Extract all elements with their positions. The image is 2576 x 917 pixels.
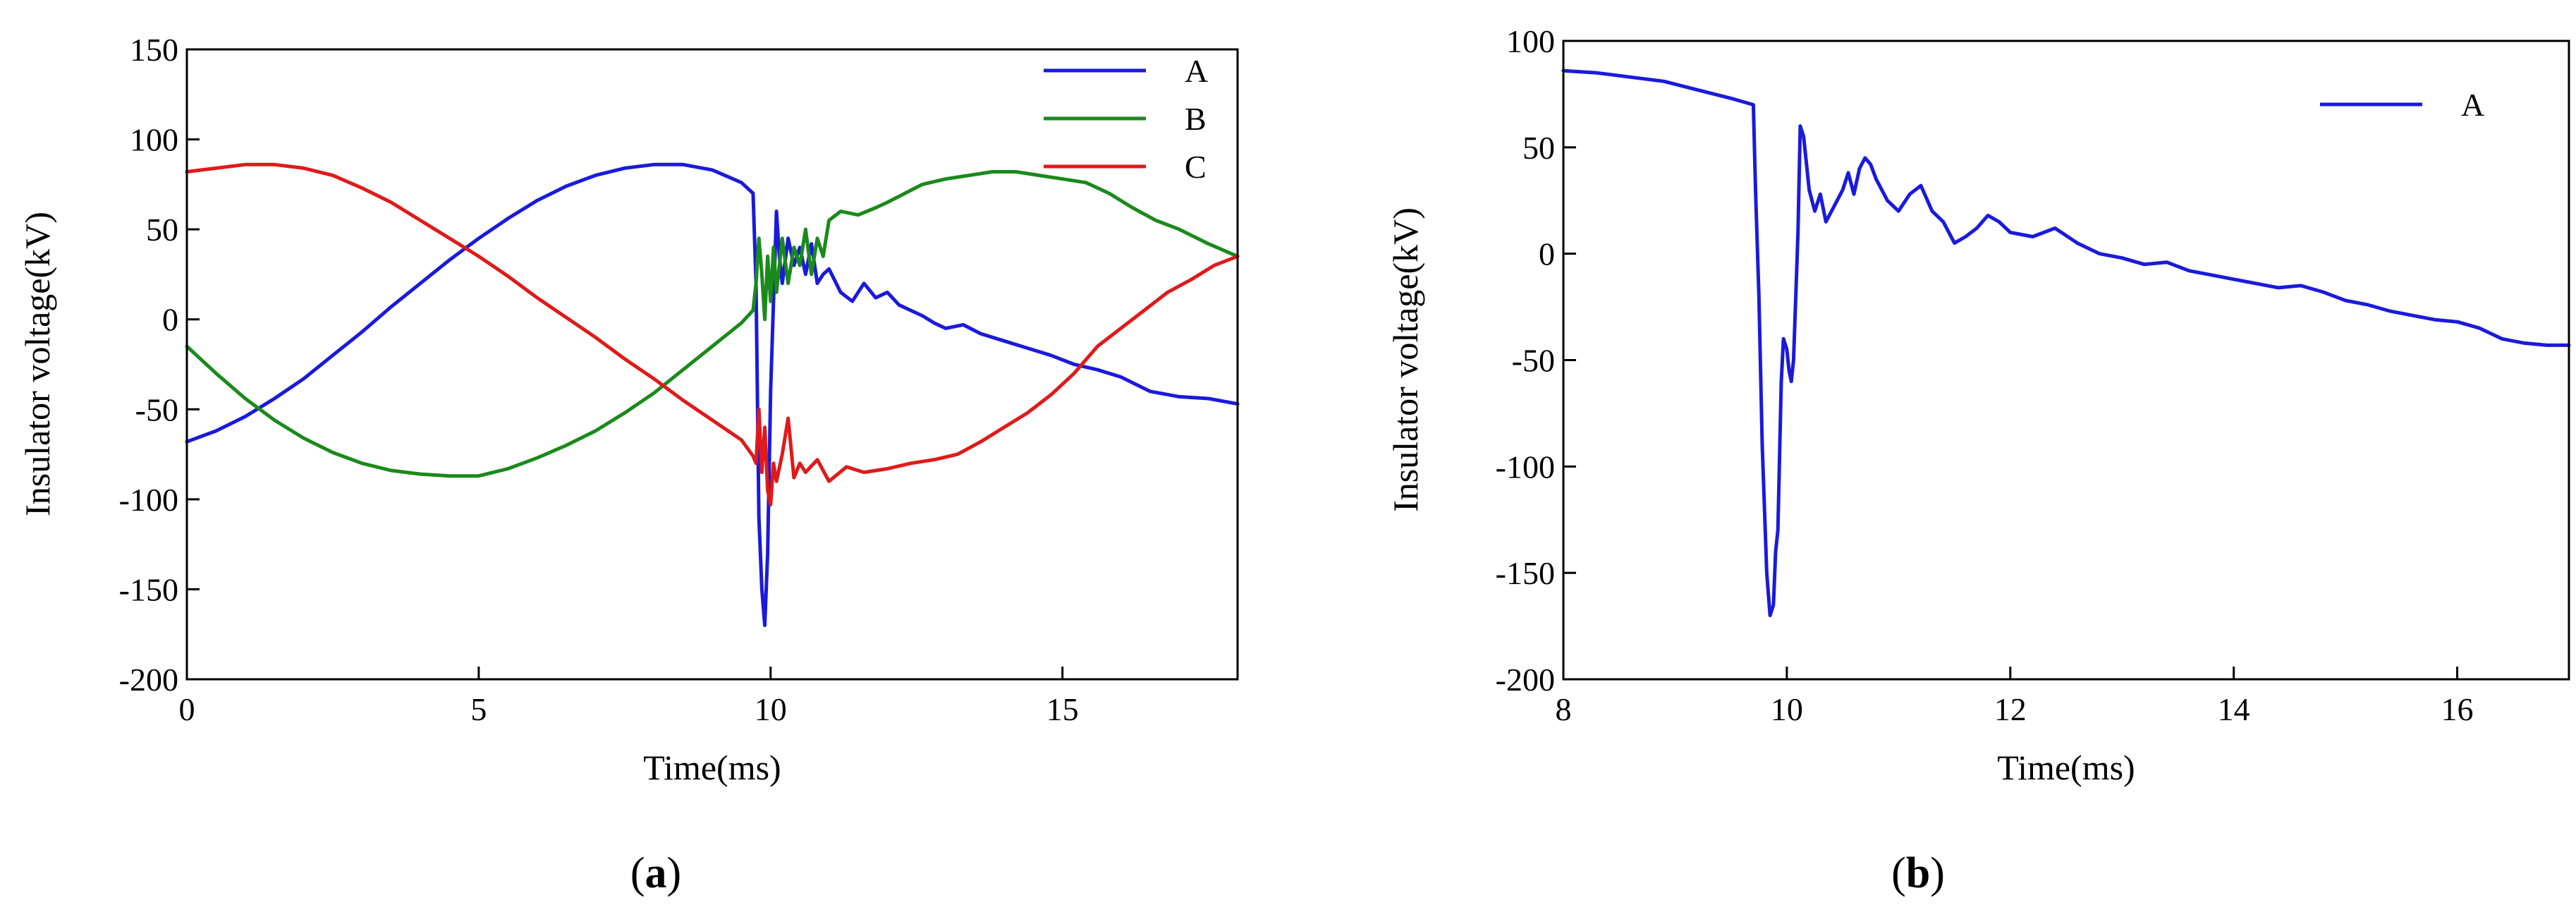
legend-label-a: A: [1185, 53, 1208, 89]
x-tick-label: 15: [1046, 691, 1079, 727]
y-tick-label: 0: [162, 302, 178, 338]
y-tick-label: -150: [119, 571, 178, 607]
y-tick-label: -150: [1496, 555, 1555, 591]
y-tick-label: -50: [135, 391, 178, 427]
y-axis-title-b: Insulator voltage(kV): [1386, 207, 1425, 512]
y-tick-label: -200: [119, 662, 178, 698]
legend-a: ABC: [1044, 53, 1208, 185]
legend-label-a: A: [2461, 87, 2484, 123]
y-tick-label: -100: [119, 482, 178, 518]
x-tick-label: 10: [755, 691, 787, 727]
y-ticks-a: -200 -150 -100 -50 0 50 100 150: [119, 32, 200, 698]
x-tick-label: 10: [1771, 691, 1803, 727]
y-tick-label: 100: [130, 122, 178, 158]
series-line-b-a: [185, 170, 1240, 478]
chart-panel-b: 8 10 12 14 16 -200 -150 -100 -50 0 50 100 A Time(m…: [1386, 23, 2571, 897]
panel-label-a: (a): [630, 849, 681, 897]
series-line-a-a: [185, 162, 1240, 627]
y-tick-label: 150: [130, 32, 178, 68]
plot-frame-b: [1562, 40, 2570, 681]
y-tick-label: -50: [1512, 343, 1555, 379]
x-tick-label: 14: [2218, 691, 2250, 727]
y-tick-label: 100: [1506, 23, 1555, 59]
y-ticks-b: -200 -150 -100 -50 0 50 100: [1496, 23, 1576, 698]
y-tick-label: 0: [1539, 236, 1555, 272]
series-line-a-b: [1561, 68, 2571, 617]
x-ticks-a: 0 5 10 15: [179, 667, 1079, 727]
plot-frame-a: [185, 48, 1239, 681]
legend-b: A: [2320, 87, 2484, 123]
x-tick-label: 12: [1994, 691, 2027, 727]
y-tick-label: 50: [146, 212, 178, 248]
panel-letter-b: b: [1906, 849, 1930, 897]
x-tick-label: 16: [2441, 691, 2474, 727]
x-axis-title-a: Time(ms): [643, 748, 781, 787]
series-group-b: [1561, 68, 2571, 617]
y-tick-label: 50: [1522, 130, 1555, 166]
x-ticks-b: 8 10 12 14 16: [1556, 667, 2474, 727]
y-tick-label: -200: [1496, 662, 1555, 698]
x-tick-label: 8: [1556, 691, 1572, 727]
legend-label-c: C: [1185, 149, 1207, 185]
x-axis-title-b: Time(ms): [1997, 748, 2135, 787]
panel-letter-a: a: [645, 849, 667, 897]
chart-panel-a: 0 5 10 15 -200 -150 -100 -50 0 50 100 150 ABC Time…: [18, 32, 1240, 897]
y-axis-title-a: Insulator voltage(kV): [18, 212, 57, 516]
legend-label-b: B: [1185, 101, 1207, 137]
series-line-c-a: [185, 162, 1240, 506]
y-tick-label: -100: [1496, 449, 1555, 485]
panel-label-b: (b): [1891, 849, 1945, 897]
x-tick-label: 5: [470, 691, 487, 727]
x-tick-label: 0: [179, 691, 195, 727]
series-group-a: [185, 162, 1240, 627]
